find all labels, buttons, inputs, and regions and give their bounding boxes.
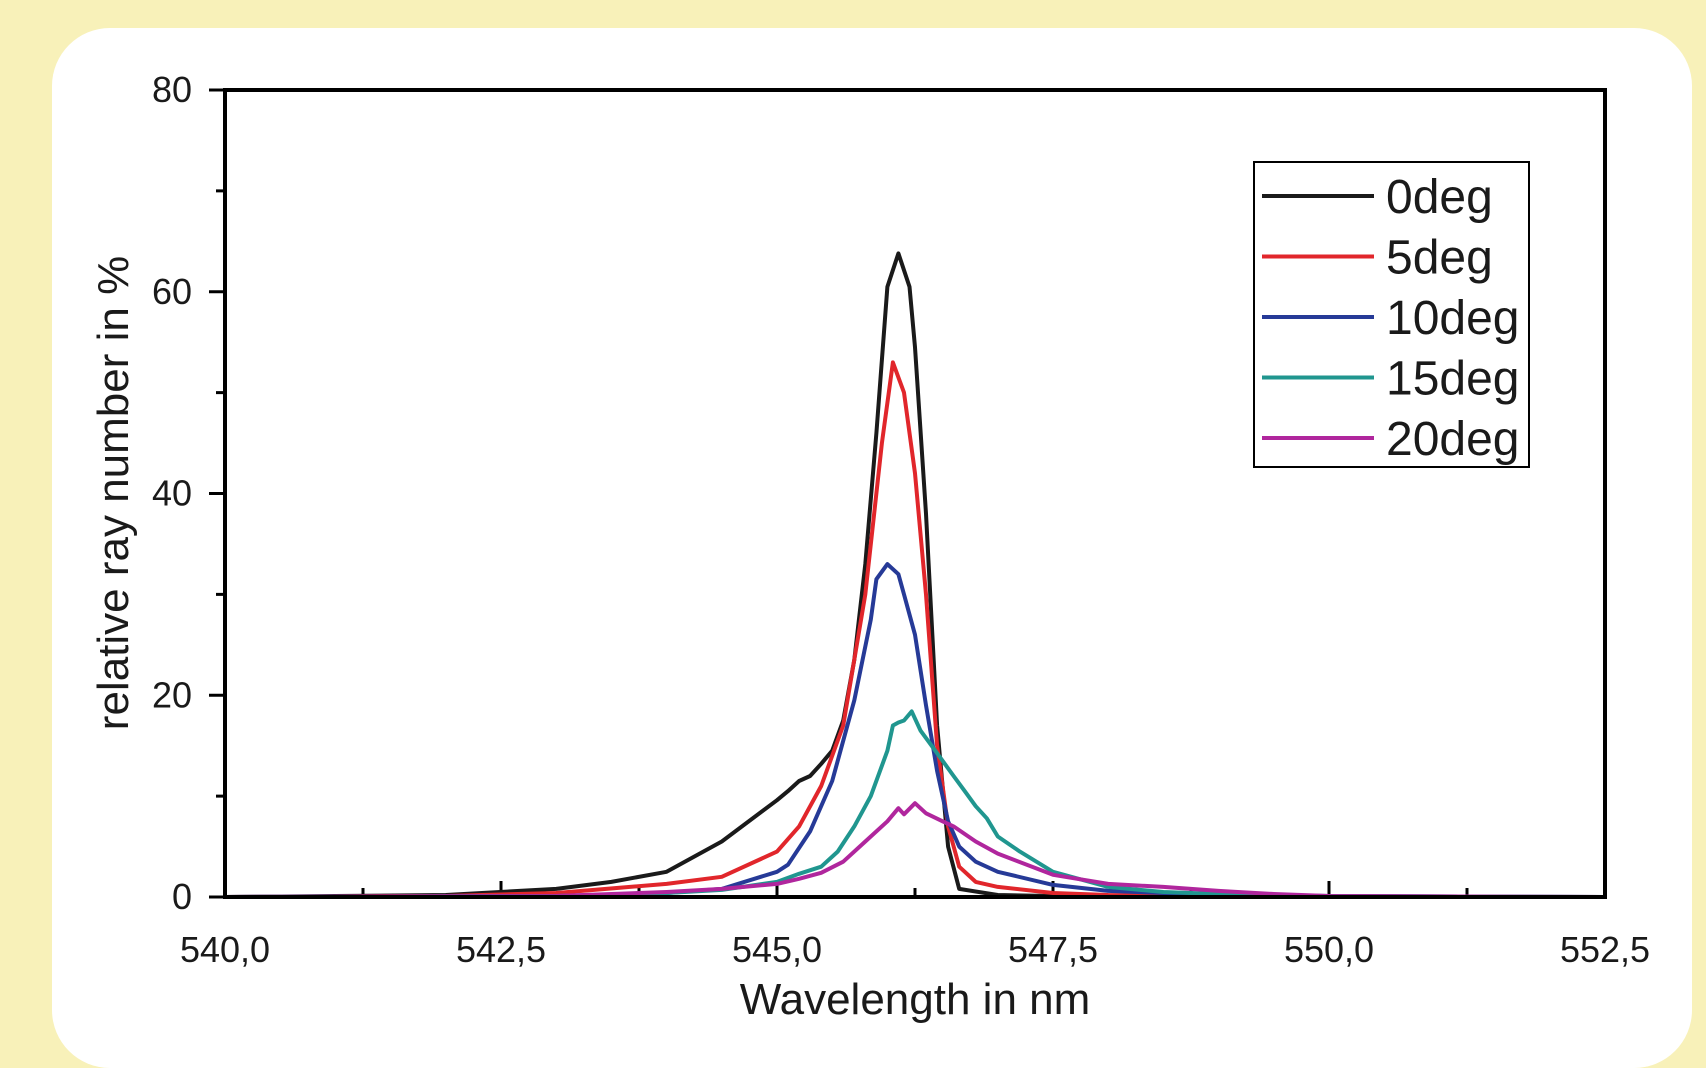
- legend-label-5deg: 5deg: [1386, 232, 1493, 285]
- x-tick-label: 547,5: [1008, 929, 1098, 970]
- x-tick-label: 545,0: [732, 929, 822, 970]
- x-tick-label: 542,5: [456, 929, 546, 970]
- y-tick-label: 40: [152, 473, 192, 514]
- x-tick-label: 552,5: [1560, 929, 1650, 970]
- x-tick-label: 550,0: [1284, 929, 1374, 970]
- y-tick-label: 60: [152, 271, 192, 312]
- series-line-5deg: [223, 360, 1607, 899]
- legend-box: [1253, 161, 1530, 468]
- series-line-10deg: [223, 562, 1607, 899]
- y-tick-label: 20: [152, 674, 192, 715]
- y-axis-title: relative ray number in %: [89, 256, 138, 730]
- tick-labels: 540,0 542,5 545,0 547,5 550,0 552,5 0 20 40 60 80: [152, 69, 1650, 970]
- legend-label-20deg: 20deg: [1386, 413, 1519, 466]
- legend: 0deg 5deg 10deg 15deg 20deg: [1253, 161, 1530, 468]
- legend-label-0deg: 0deg: [1386, 171, 1493, 224]
- plot-area-frame: [223, 88, 1607, 899]
- x-axis-title: Wavelength in nm: [740, 975, 1091, 1024]
- x-tick-label: 540,0: [180, 929, 270, 970]
- legend-label-10deg: 10deg: [1386, 292, 1519, 345]
- series-line-20deg: [223, 801, 1607, 899]
- legend-label-15deg: 15deg: [1386, 353, 1519, 406]
- y-tick-label: 80: [152, 69, 192, 110]
- y-tick-label: 0: [172, 876, 192, 917]
- series-lines: [223, 251, 1607, 899]
- line-chart: 540,0 542,5 545,0 547,5 550,0 552,5020406080 …: [89, 69, 1650, 1024]
